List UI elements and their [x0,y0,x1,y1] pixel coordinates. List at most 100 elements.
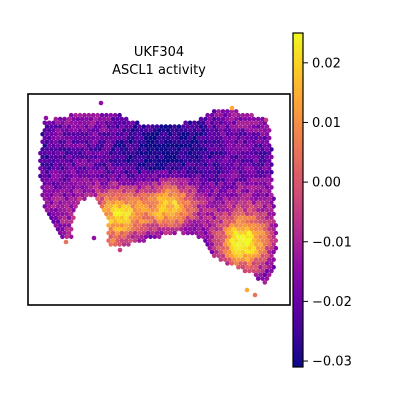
tissue-spot [225,207,230,213]
tissue-spot [106,185,111,190]
tissue-spot [141,169,147,175]
tissue-spot [218,150,224,156]
tissue-spot [194,230,199,236]
tissue-spot [137,207,142,213]
tissue-spot [44,192,50,198]
tissue-spot [44,177,50,183]
tissue-spot [198,223,204,228]
tissue-spot [137,154,142,160]
tissue-spot [174,158,180,164]
tissue-spot [229,261,235,266]
tissue-spot [266,211,272,217]
tissue-spot [141,238,147,243]
tissue-spot [218,166,224,171]
tissue-spot [112,166,118,171]
tissue-spot [68,158,74,164]
tissue-spot [99,181,105,186]
tissue-spot [154,223,160,228]
tissue-spot [62,207,67,213]
tissue-spot [134,128,140,133]
tissue-spot [225,147,230,152]
tissue-spot [255,131,261,137]
tissue-spot [271,257,276,262]
tissue-spot [211,192,217,198]
tissue-spot [233,124,239,129]
tissue-spot [126,204,131,209]
tissue-spot [55,128,61,133]
tissue-spot [207,223,213,228]
tissue-spot [260,207,265,213]
tissue-spot [148,143,153,148]
tissue-spot [64,181,70,186]
tissue-spot [51,166,56,171]
tissue-spot [273,245,279,251]
tissue-spot [60,173,65,179]
tissue-spot [159,200,164,205]
tissue-spot [264,192,270,198]
tissue-spot [64,128,70,133]
tissue-spot [229,116,235,122]
tissue-spot [55,188,61,194]
tissue-spot [251,162,257,167]
tissue-spot [174,196,180,202]
tissue-spot [269,147,274,152]
tissue-spot [225,169,230,175]
tissue-spot [75,154,81,160]
tissue-spot [216,162,221,167]
tissue-spot [192,128,197,133]
tissue-spot [207,200,213,205]
tissue-spot [49,185,54,190]
tissue-spot [231,188,237,194]
tissue-spot [128,192,133,198]
tissue-spot [55,196,61,202]
tissue-spot [233,109,239,114]
tissue-spot [231,143,237,148]
tissue-spot [62,185,67,190]
tissue-spot [150,185,155,190]
tissue-spot [247,162,252,167]
tissue-spot [38,166,43,171]
tissue-spot [253,143,259,148]
tissue-spot [161,143,166,148]
tissue-spot [119,147,125,152]
tissue-spot [101,177,107,183]
tissue-spot [145,200,151,205]
tissue-spot [247,185,252,190]
tissue-spot [121,226,127,232]
tissue-spot [183,143,188,148]
tissue-spot [266,226,272,232]
tissue-spot [43,115,49,121]
tissue-spot [167,139,173,145]
tissue-spot [253,135,259,141]
tissue-spot [264,276,270,281]
tissue-spot [269,215,274,221]
tissue-spot [152,211,158,217]
tissue-spot [104,181,109,186]
tissue-spot [123,238,129,243]
tissue-spot [132,124,138,129]
tissue-spot [183,211,188,217]
tissue-spot [264,124,270,129]
tissue-spot [238,131,243,137]
tissue-spot [165,128,171,133]
tissue-spot [192,211,197,217]
tissue-spot [211,185,217,190]
tissue-spot [262,188,268,194]
tissue-spot [247,245,252,251]
tissue-spot [258,226,263,232]
tissue-spot [271,234,276,240]
tissue-spot [154,215,160,221]
tissue-spot [187,135,193,141]
tissue-spot [211,230,217,236]
tissue-spot [68,166,74,171]
tissue-spot [163,223,169,228]
tissue-spot [266,196,272,202]
tissue-spot [176,147,182,152]
tissue-spot [240,143,246,148]
tissue-spot [117,242,122,247]
tissue-spot [97,139,103,145]
tissue-spot [132,200,138,205]
tissue-spot [55,143,61,148]
tissue-spot [106,215,111,221]
tissue-spot [106,200,111,205]
